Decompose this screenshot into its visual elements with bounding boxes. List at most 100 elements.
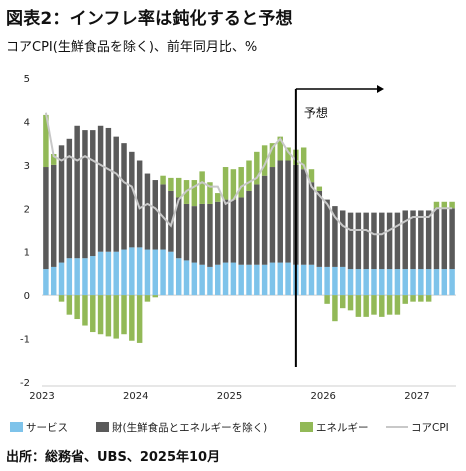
service-bar [97,251,104,296]
service-bar [121,249,127,296]
energy-bar [308,169,315,183]
goods-bar [332,206,338,267]
goods-bar [215,201,221,265]
goods-bar [363,212,369,270]
energy-bar [144,295,151,302]
service-bar [355,269,362,296]
service-bar [261,264,268,296]
service-bar [82,258,88,296]
energy-bar [168,177,174,191]
service-bar [74,258,80,296]
energy-bar [175,177,182,198]
service-bar [144,249,151,296]
service-bar [66,258,73,296]
goods-bar [324,199,330,267]
service-bar [90,256,96,296]
energy-bar [402,295,408,304]
energy-bar [332,295,338,322]
goods-bar [316,190,323,267]
goods-bar [113,136,119,252]
energy-bar [300,147,307,170]
energy-bar [43,114,49,168]
legend-goods: 財(生鮮食品とエネルギーを除く) [96,421,267,434]
y-tick-label: 2 [24,204,30,215]
service-bar [222,262,229,296]
energy-bar [207,182,213,204]
energy-bar [82,295,88,326]
energy-bar [121,295,127,335]
service-bar [105,251,112,296]
goods-bar [129,151,135,248]
energy-bar [433,201,440,209]
service-bar [129,247,135,296]
goods-bar [371,212,377,270]
legend-core-cpi-label: コアCPI [411,422,449,434]
legend-services-swatch [10,422,23,432]
service-bar [308,264,315,296]
energy-bar [418,295,424,302]
energy-bar [441,201,448,209]
energy-bar [347,295,354,311]
energy-bar [316,186,323,191]
goods-bar [340,210,346,267]
goods-bar [386,212,393,270]
goods-bar [74,125,80,259]
goods-bar [449,208,455,270]
x-tick-label: 2026 [310,391,335,402]
goods-bar [97,125,104,252]
energy-bar [129,295,135,341]
goods-bar [277,160,283,263]
energy-bar [215,193,221,202]
energy-bar [199,171,205,204]
goods-bar [285,160,291,263]
service-bar [277,262,283,296]
goods-bar [207,203,213,267]
y-tick-label: 1 [24,248,30,259]
service-bar [340,266,346,296]
service-bar [425,269,432,296]
energy-bar [50,154,57,165]
y-tick-label: 5 [24,74,30,85]
energy-bar [74,295,80,320]
service-bar [175,258,182,296]
legend-energy-swatch [300,422,313,432]
goods-bar [410,210,416,270]
service-bar [418,269,424,296]
legend-energy-label: エネルギー [316,422,369,434]
goods-bar [425,210,432,270]
chart-subtitle: コアCPI(生鮮食品を除く)、前年同月比、% [6,40,258,55]
goods-bar [222,199,229,263]
energy-bar [363,295,369,317]
legend-services: サービス [10,422,68,434]
goods-bar [261,175,268,265]
goods-bar [144,173,151,250]
service-bar [379,269,385,296]
goods-bar [394,212,401,270]
service-bar [324,266,330,296]
energy-bar [324,295,330,304]
service-bar [386,269,393,296]
energy-bar [277,136,283,161]
energy-bar [136,295,143,343]
service-bar [363,269,369,296]
service-bar [183,260,190,296]
service-bar [316,266,323,296]
energy-bar [58,295,65,302]
service-bar [58,262,65,296]
goods-bar [441,208,448,270]
chart-source: 出所：総務省、UBS、2025年10月 [6,450,221,465]
goods-bar [246,190,252,265]
goods-bar [355,212,362,270]
service-bar [347,269,354,296]
goods-bar [254,184,260,265]
forecast-label: 予想 [304,105,328,120]
goods-bar [230,199,237,263]
service-bar [215,264,221,296]
goods-bar [300,169,307,265]
energy-bar [222,167,229,200]
service-bar [238,264,244,296]
goods-bar [191,206,198,263]
legend-goods-swatch [96,422,109,432]
goods-bar [347,212,354,270]
service-bar [160,249,166,296]
